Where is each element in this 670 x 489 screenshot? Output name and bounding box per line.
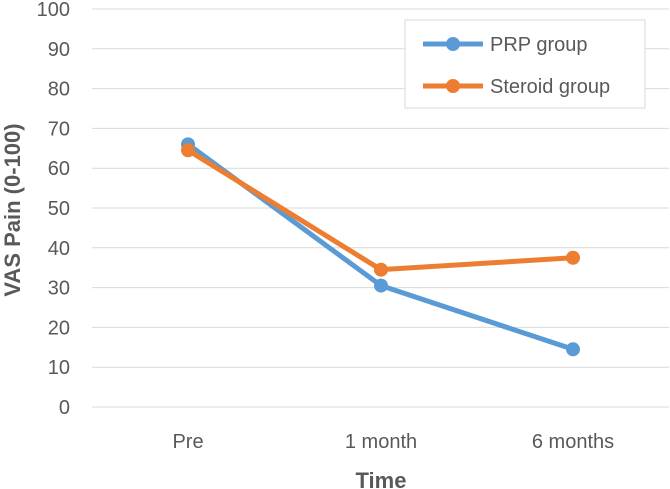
- y-tick-label: 20: [48, 317, 70, 339]
- y-tick-label: 80: [48, 79, 70, 101]
- legend-item-prp: PRP group: [423, 34, 587, 56]
- y-tick-label: 50: [48, 198, 70, 220]
- data-point: [566, 342, 580, 357]
- series-lines: [181, 137, 580, 357]
- series-prp: [181, 137, 580, 357]
- legend-marker-prp: [446, 37, 460, 51]
- series-steroid: [181, 143, 580, 277]
- data-point: [374, 262, 388, 277]
- y-tick-label: 90: [48, 39, 70, 61]
- x-tick-label: Pre: [172, 431, 203, 453]
- data-point: [566, 250, 580, 265]
- x-axis-ticks: Pre 1 month 6 months: [172, 431, 614, 453]
- legend-label-steroid: Steroid group: [490, 76, 610, 98]
- y-axis-ticks: 0 10 20 30 40 50 60 70 80 90 100: [37, 0, 70, 419]
- y-tick-label: 30: [48, 278, 70, 300]
- legend-marker-steroid: [446, 79, 460, 93]
- y-tick-label: 100: [37, 0, 70, 21]
- y-tick-label: 70: [48, 118, 70, 140]
- y-tick-label: 0: [59, 397, 70, 419]
- y-tick-label: 60: [48, 158, 70, 180]
- y-tick-label: 40: [48, 238, 70, 260]
- legend-box: [404, 19, 646, 109]
- x-tick-label: 1 month: [345, 431, 417, 453]
- legend: PRP group Steroid group: [404, 19, 646, 109]
- legend-item-steroid: Steroid group: [423, 76, 610, 98]
- series-line: [185, 141, 576, 352]
- data-point: [181, 143, 195, 158]
- x-axis-title: Time: [356, 468, 407, 489]
- y-axis-title: VAS Pain (0-100): [0, 123, 25, 296]
- y-tick-label: 10: [48, 357, 70, 379]
- legend-label-prp: PRP group: [490, 34, 587, 56]
- x-tick-label: 6 months: [532, 431, 614, 453]
- data-point: [374, 278, 388, 293]
